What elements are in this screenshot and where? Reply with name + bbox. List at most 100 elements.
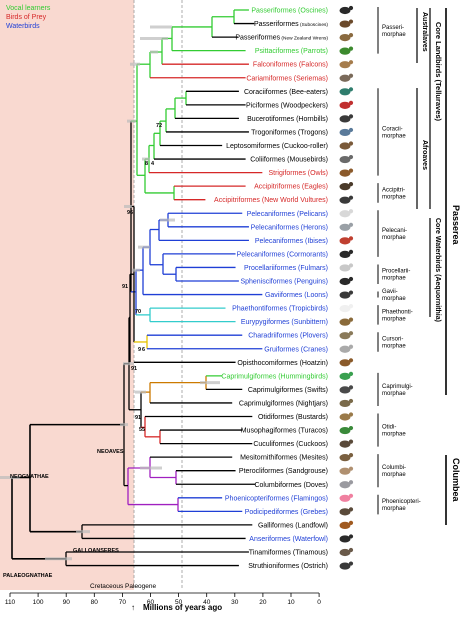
bird-picture-head [348, 222, 354, 227]
support-value: 4 [151, 161, 155, 167]
clade-label: morphae [382, 276, 406, 282]
bird-picture [339, 332, 351, 340]
taxon-label: Caprimulgiformes (Swifts) [248, 387, 328, 394]
node-support-values: 72 8 4 96 91 70 9 6 91 91 55 [122, 123, 162, 433]
taxon-label: Accipitriformes (Eagles) [254, 184, 328, 191]
bird-picture-head [348, 317, 354, 322]
taxon-label: Podicipediformes (Grebes) [245, 509, 328, 516]
axis-tick-label: 10 [287, 599, 295, 606]
tree-branches [11, 9, 263, 567]
taxon-label: Strigiformes (Owls) [268, 170, 328, 177]
taxon-label: Caprimulgiformes (Nightjars) [239, 400, 328, 407]
taxon-labels: Passeriformes (Oscines) Passeriformes (Su… [214, 8, 328, 571]
bird-picture-head [348, 398, 354, 404]
taxon-label: Coliiformes (Mousebirds) [250, 157, 328, 164]
bird-picture [339, 101, 351, 109]
columbea-label: Columbea [451, 458, 461, 503]
taxon-label: Procellariiformes (Fulmars) [244, 265, 328, 272]
clade-labels: Passeri-morphaeCoracii-morphaeAccipitri-… [377, 7, 421, 515]
clade-label: morphae [382, 133, 406, 139]
clade-label: morphae [382, 194, 406, 200]
axis-tick-label: 80 [91, 599, 99, 606]
bird-picture [339, 440, 351, 448]
clade-label: morphae [382, 316, 406, 322]
taxon-label: Piciformes (Woodpeckers) [246, 102, 328, 109]
neoaves-label: NEOAVES [97, 449, 124, 455]
bird-picture [339, 562, 351, 570]
bird-picture-head [348, 19, 354, 24]
taxon-label: Bucerotiformes (Hornbills) [247, 116, 328, 123]
bird-picture-head [348, 520, 354, 526]
taxon-label: Caprimulgiformes (Hummingbirds) [221, 373, 328, 380]
bird-pictures [339, 5, 354, 570]
taxon-label: Falconiformes (Falcons) [253, 62, 328, 69]
bird-picture [339, 169, 351, 177]
taxon-label: Pelecaniformes (Cormorants) [237, 251, 328, 258]
bird-picture-head [348, 263, 354, 268]
bird-picture [339, 413, 351, 421]
axis-tick-label: 30 [231, 599, 239, 606]
legend-waterbirds: Waterbirds [6, 23, 40, 30]
bird-picture [339, 128, 351, 137]
bird-picture-head [348, 507, 354, 512]
core-waterbirds-label: Core Waterbirds (Aequornithia) [434, 218, 441, 322]
bird-picture [339, 74, 351, 82]
bird-picture-head [348, 5, 354, 11]
taxon-label: Phaethontiformes (Tropicbirds) [232, 306, 328, 313]
taxon-label: Phoenicopteriformes (Flamingos) [225, 495, 328, 502]
clade-label: Gavii- [382, 289, 398, 295]
clade-label: Phoenicopteri- [382, 499, 421, 505]
clade-label: morphae [382, 391, 406, 397]
bird-picture-head [348, 534, 354, 539]
palaeognathae-label: PALAEOGNATHAE [3, 573, 53, 579]
bird-picture-head [348, 290, 354, 295]
taxon-label: Accipitriformes (New World Vultures) [214, 197, 328, 204]
axis-tick-label: 20 [259, 599, 267, 606]
time-axis: 110 100 90 80 70 60 50 40 30 20 10 0 Cretaceous Pal… [5, 583, 321, 612]
bird-picture [339, 426, 351, 435]
bird-picture [339, 454, 351, 462]
axis-tick-label: 100 [33, 599, 44, 606]
bird-picture [339, 345, 351, 353]
bird-picture-head [348, 547, 354, 553]
taxon-label: Anseriformes (Waterfowl) [249, 536, 328, 543]
australaves-label: Australaves [421, 12, 428, 52]
axis-title: Millions of years ago [143, 603, 222, 612]
bird-picture [339, 521, 351, 530]
passerea-label: Passerea [451, 205, 461, 246]
bird-picture-head [348, 453, 354, 458]
support-value: 70 [135, 309, 141, 315]
support-value: 6 [142, 347, 145, 353]
bird-picture-head [348, 439, 354, 444]
bird-picture-head [348, 141, 354, 146]
bird-picture-head [348, 127, 354, 133]
taxon-label: Passeriformes (New Zealand Wrens) [235, 35, 328, 42]
taxon-label: Mesitornithiformes (Mesites) [240, 455, 328, 462]
bird-picture-head [348, 195, 354, 200]
taxon-label: Pelecaniformes (Ibises) [255, 238, 328, 245]
clade-label: Pelecani- [382, 228, 407, 234]
bird-picture-head [348, 60, 354, 65]
bird-picture [339, 548, 351, 557]
bird-picture-head [348, 304, 354, 309]
bird-picture [339, 61, 351, 69]
bird-picture [339, 291, 351, 299]
clade-label: morphae [382, 472, 406, 478]
clade-label: Phaethonti- [382, 309, 413, 315]
bird-picture-head [348, 493, 354, 498]
clade-label: Coracii- [382, 126, 403, 132]
bird-picture-head [348, 236, 354, 241]
support-value: 96 [127, 210, 133, 216]
clade-label: Otidi- [382, 425, 396, 431]
support-value: 8 [145, 161, 148, 167]
taxon-label: Sphenisciformes (Penguins) [240, 279, 328, 286]
clade-label: Columbi- [382, 465, 406, 471]
clade-label: morphae [382, 506, 406, 512]
clade-label: morphae [382, 32, 406, 38]
clade-label: Cursori- [382, 336, 403, 342]
bird-picture [339, 88, 351, 96]
taxon-label: Passeriformes (Suboscines) [254, 21, 328, 28]
bird-picture-head [348, 46, 354, 51]
bird-picture [339, 372, 351, 380]
